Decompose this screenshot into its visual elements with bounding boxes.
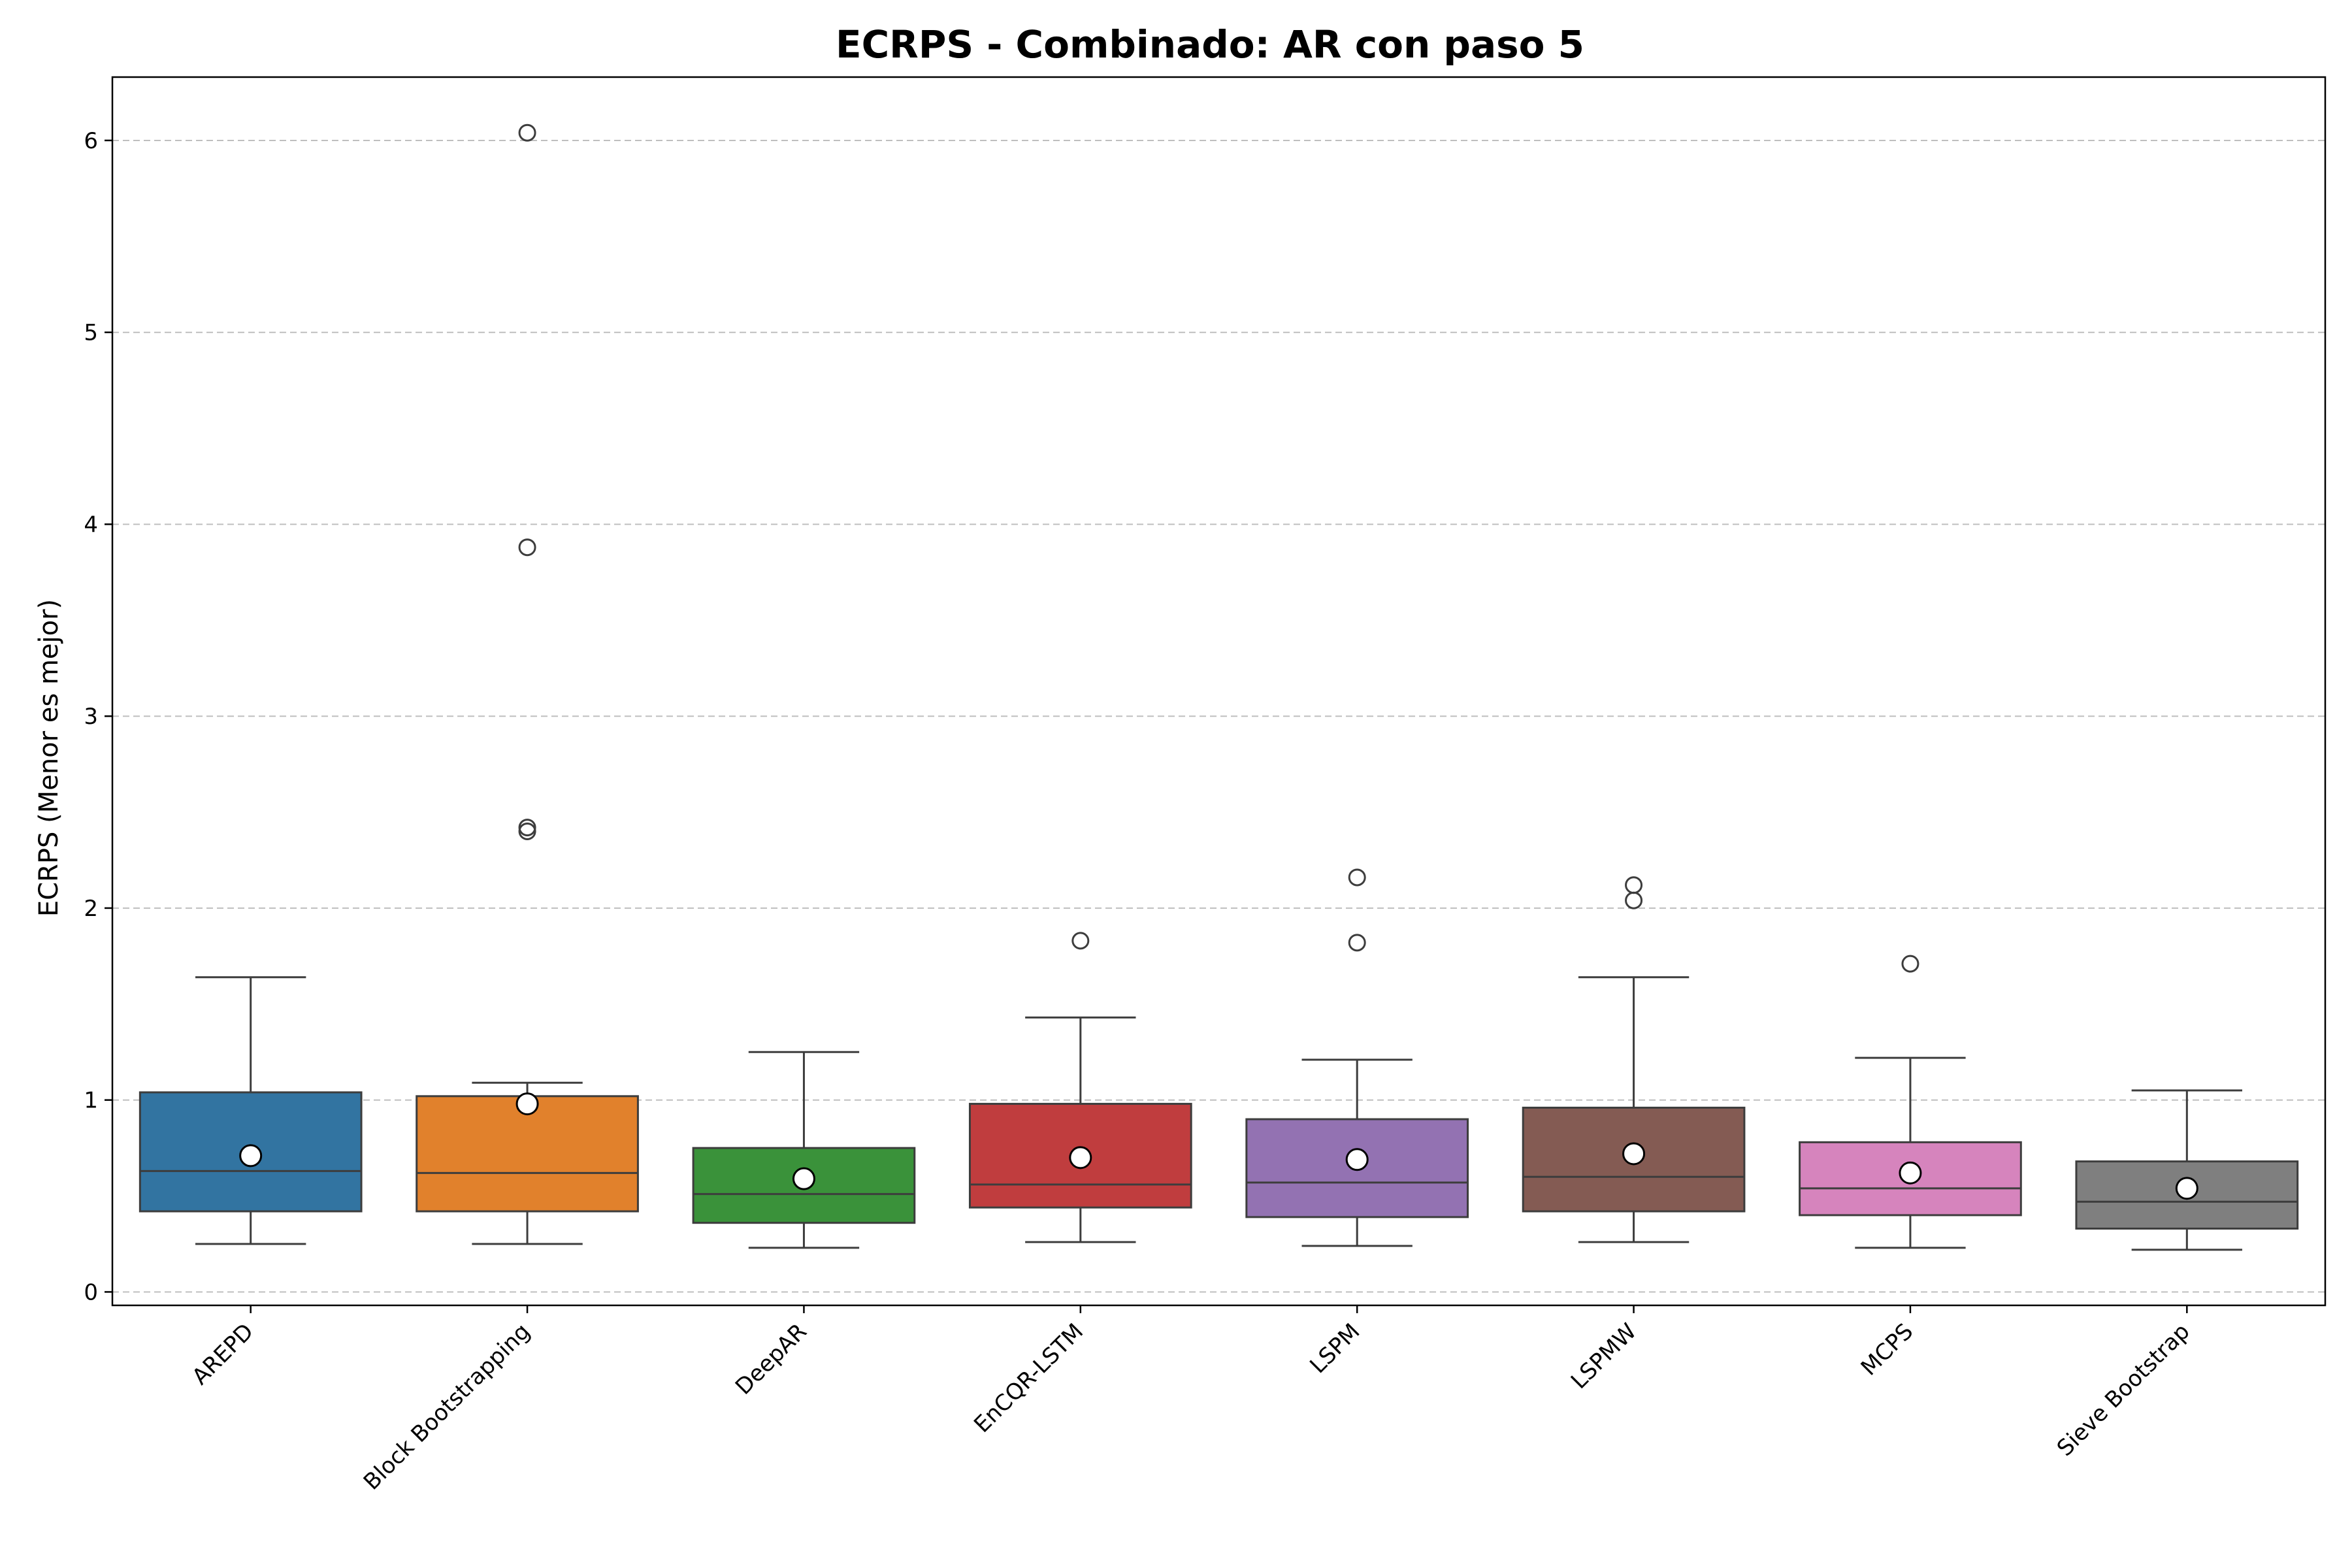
- y-tick-label: 0: [84, 1279, 98, 1305]
- box-sieve-bootstrap: [2075, 1089, 2299, 1251]
- x-tick-label: Block Bootstrapping: [359, 1318, 536, 1495]
- y-axis-label: ECRPS (Menor es mejor): [34, 599, 64, 917]
- mean-marker: [1622, 1142, 1646, 1166]
- outlier-point: [1348, 934, 1366, 952]
- mean-marker: [2175, 1177, 2198, 1200]
- box-layer: [139, 123, 2299, 1251]
- chart-title: ECRPS - Combinado: AR con paso 5: [836, 22, 1584, 67]
- outlier-point: [1348, 868, 1366, 887]
- x-tick-label: DeepAR: [730, 1318, 812, 1400]
- y-tick-label: 1: [84, 1088, 98, 1114]
- outlier-point: [518, 819, 536, 837]
- mean-marker: [1345, 1148, 1369, 1171]
- outlier-point: [1625, 876, 1643, 894]
- plot-frame: [111, 76, 2327, 1307]
- x-tick-label: Sieve Bootstrap: [2052, 1318, 2195, 1462]
- axis-layer: 0 1 2 3 4 5 6 AREPD Block Bootstrapping DeepAR EnC…: [84, 128, 2195, 1495]
- box-mcps: [1799, 955, 2022, 1249]
- mean-marker: [1899, 1161, 1922, 1184]
- outlier-point: [518, 538, 536, 557]
- box-lspm: [1245, 868, 1469, 1247]
- y-tick-label: 6: [84, 128, 98, 154]
- box-deepar: [692, 1051, 916, 1249]
- box-block-bootstrapping: [416, 123, 639, 1245]
- mean-marker: [792, 1167, 815, 1190]
- mean-marker: [515, 1092, 539, 1116]
- x-tick-label: LSPM: [1305, 1318, 1365, 1379]
- outlier-point: [518, 123, 536, 142]
- mean-marker: [1069, 1146, 1092, 1169]
- box-encqr-lstm: [968, 932, 1192, 1243]
- y-tick-label: 3: [84, 704, 98, 730]
- outlier-point: [518, 822, 536, 840]
- mean-marker: [239, 1144, 263, 1168]
- x-tick-label: LSPMW: [1566, 1318, 1642, 1394]
- outlier-point: [1071, 932, 1090, 950]
- x-tick-label: EnCQR-LSTM: [969, 1318, 1088, 1438]
- x-tick-label: AREPD: [187, 1318, 259, 1390]
- box-arepd: [139, 976, 363, 1245]
- x-tick-label: MCPS: [1856, 1318, 1919, 1381]
- outlier-point: [1901, 955, 1919, 973]
- y-tick-label: 5: [84, 320, 98, 346]
- y-tick-label: 4: [84, 512, 98, 538]
- y-tick-label: 2: [84, 896, 98, 922]
- outlier-point: [1625, 891, 1643, 909]
- box-lspmw: [1522, 876, 1746, 1243]
